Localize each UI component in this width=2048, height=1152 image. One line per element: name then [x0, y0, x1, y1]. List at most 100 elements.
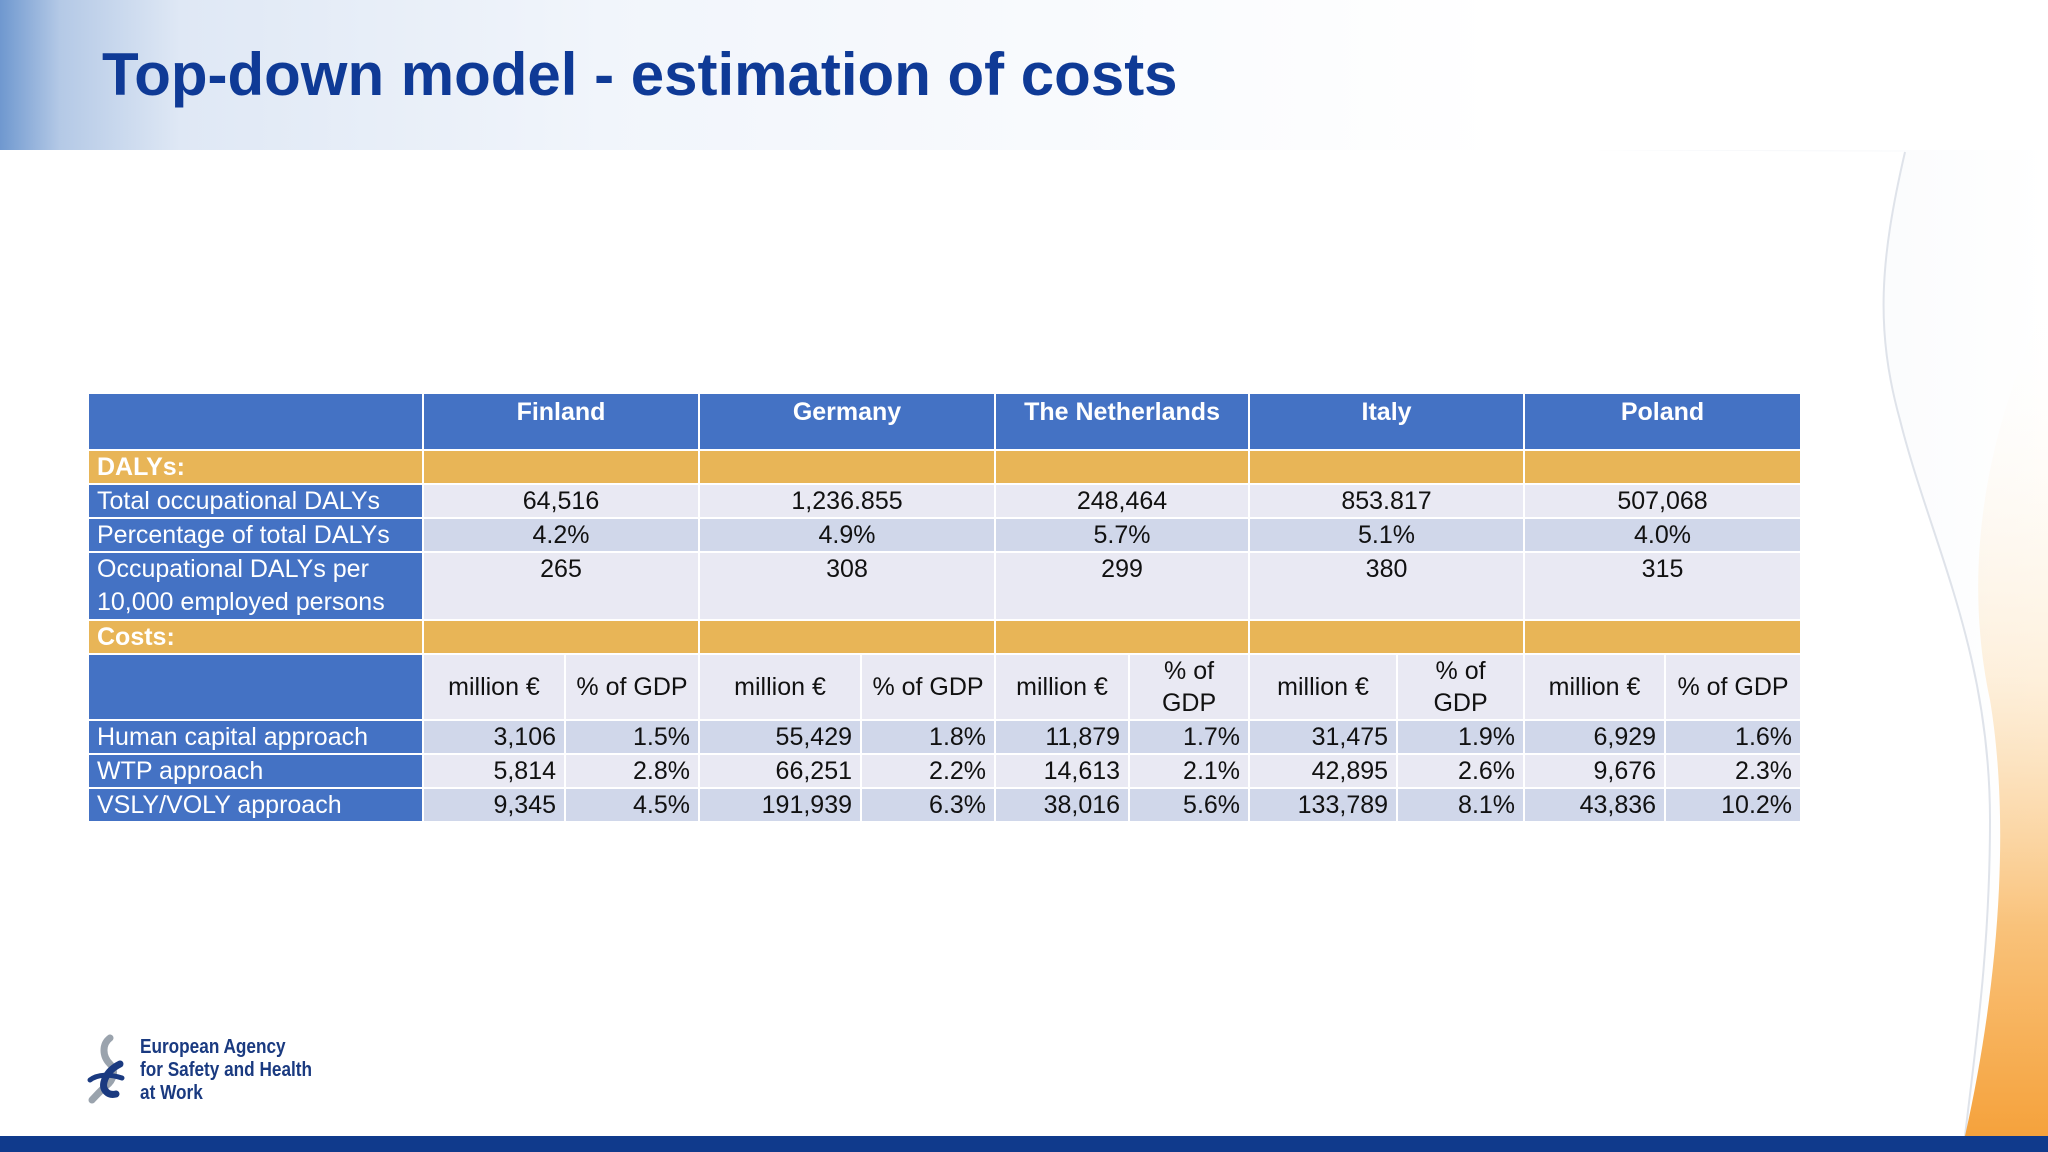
section-fill — [994, 449, 1251, 485]
country-header-poland: Poland — [1523, 392, 1803, 451]
row-label-human-capital: Human capital approach — [87, 719, 424, 755]
subheader-million: million € — [1523, 653, 1667, 721]
cell-value: 1.5% — [563, 719, 701, 755]
cell-value: 66,251 — [698, 753, 863, 789]
cell-value: 1,236.855 — [698, 483, 997, 519]
cell-value: 4.0% — [1523, 517, 1803, 553]
cell-value: 507,068 — [1523, 483, 1803, 519]
row-label-dalys-per-employed: Occupational DALYs per 10,000 employed p… — [87, 551, 424, 621]
cell-value: 8.1% — [1396, 787, 1526, 823]
table-row: Percentage of total DALYs 4.2% 4.9% 5.7%… — [87, 517, 1803, 553]
subheader-million: million € — [1248, 653, 1399, 721]
dalys-section-label: DALYs: — [87, 449, 424, 485]
footer-bar — [0, 1136, 2048, 1152]
cell-value: 31,475 — [1248, 719, 1399, 755]
country-header-finland: Finland — [421, 392, 701, 451]
logo-line: for Safety and Health — [140, 1059, 313, 1081]
cell-value: 9,676 — [1523, 753, 1667, 789]
cost-estimation-table: Finland Germany The Netherlands Italy Po… — [87, 392, 1803, 823]
cell-value: 4.5% — [563, 787, 701, 823]
subheader-pct-gdp: % of GDP — [1396, 653, 1526, 721]
row-label-wtp: WTP approach — [87, 753, 424, 789]
cell-value: 299 — [994, 551, 1251, 621]
section-fill — [1248, 449, 1526, 485]
subheader-million: million € — [994, 653, 1131, 721]
cell-value: 9,345 — [422, 787, 566, 823]
section-fill — [1248, 619, 1526, 655]
subheader-pct-gdp: % of GDP — [860, 653, 997, 721]
header-band — [0, 0, 2048, 150]
cost-subheader-row: million € % of GDP million € % of GDP mi… — [87, 653, 1803, 721]
cell-value: 5.7% — [994, 517, 1251, 553]
section-fill — [1523, 619, 1803, 655]
cell-value: 3,106 — [422, 719, 566, 755]
section-fill — [698, 449, 997, 485]
agency-logo-text: European Agency for Safety and Health at… — [140, 1036, 312, 1105]
cell-value: 853.817 — [1248, 483, 1526, 519]
cell-value: 265 — [421, 551, 701, 621]
table-row: VSLY/VOLY approach 9,345 4.5% 191,939 6.… — [87, 787, 1803, 823]
cell-value: 5.1% — [1248, 517, 1526, 553]
cell-value: 5,814 — [422, 753, 566, 789]
cell-value: 1.8% — [860, 719, 997, 755]
cell-value: 4.9% — [698, 517, 997, 553]
section-fill — [1523, 449, 1803, 485]
section-fill — [698, 619, 997, 655]
cell-value: 14,613 — [994, 753, 1131, 789]
country-header-row: Finland Germany The Netherlands Italy Po… — [87, 392, 1803, 451]
row-label-percentage-dalys: Percentage of total DALYs — [87, 517, 424, 553]
table-row: Occupational DALYs per 10,000 employed p… — [87, 551, 1803, 621]
cell-value: 2.2% — [860, 753, 997, 789]
cell-value: 2.6% — [1396, 753, 1526, 789]
cell-value: 2.1% — [1128, 753, 1251, 789]
cell-value: 6,929 — [1523, 719, 1667, 755]
row-label-total-dalys: Total occupational DALYs — [87, 483, 424, 519]
subheader-million: million € — [698, 653, 863, 721]
logo-line: at Work — [140, 1082, 203, 1104]
corner-cell — [87, 392, 424, 451]
cell-value: 4.2% — [421, 517, 701, 553]
cell-value: 1.9% — [1396, 719, 1526, 755]
cell-value: 64,516 — [421, 483, 701, 519]
cell-value: 315 — [1523, 551, 1803, 621]
cell-value: 191,939 — [698, 787, 863, 823]
cell-value: 11,879 — [994, 719, 1131, 755]
cell-value: 1.6% — [1664, 719, 1803, 755]
section-fill — [421, 619, 701, 655]
cell-value: 380 — [1248, 551, 1526, 621]
subheader-pct-gdp: % of GDP — [1128, 653, 1251, 721]
dalys-section-row: DALYs: — [87, 449, 1803, 485]
cell-value: 133,789 — [1248, 787, 1399, 823]
row-label-vsly-voly: VSLY/VOLY approach — [87, 787, 424, 823]
cell-value: 10.2% — [1664, 787, 1803, 823]
cell-value: 42,895 — [1248, 753, 1399, 789]
cell-value: 248,464 — [994, 483, 1251, 519]
subheader-pct-gdp: % of GDP — [563, 653, 701, 721]
country-header-italy: Italy — [1248, 392, 1526, 451]
cell-value: 2.3% — [1664, 753, 1803, 789]
cell-value: 1.7% — [1128, 719, 1251, 755]
cell-value: 43,836 — [1523, 787, 1667, 823]
cell-value: 5.6% — [1128, 787, 1251, 823]
subheader-million: million € — [422, 653, 566, 721]
page-title: Top-down model - estimation of costs — [102, 41, 1178, 108]
costs-section-row: Costs: — [87, 619, 1803, 655]
agency-logo-icon — [87, 1034, 125, 1104]
subheader-corner — [87, 653, 424, 721]
cell-value: 308 — [698, 551, 997, 621]
subheader-pct-gdp: % of GDP — [1664, 653, 1803, 721]
cell-value: 6.3% — [860, 787, 997, 823]
logo-line: European Agency — [140, 1036, 286, 1058]
cell-value: 55,429 — [698, 719, 863, 755]
table-row: Human capital approach 3,106 1.5% 55,429… — [87, 719, 1803, 755]
cell-value: 2.8% — [563, 753, 701, 789]
section-fill — [421, 449, 701, 485]
country-header-germany: Germany — [698, 392, 997, 451]
country-header-netherlands: The Netherlands — [994, 392, 1251, 451]
cell-value: 38,016 — [994, 787, 1131, 823]
table-row: Total occupational DALYs 64,516 1,236.85… — [87, 483, 1803, 519]
costs-section-label: Costs: — [87, 619, 424, 655]
section-fill — [994, 619, 1251, 655]
table-row: WTP approach 5,814 2.8% 66,251 2.2% 14,6… — [87, 753, 1803, 789]
